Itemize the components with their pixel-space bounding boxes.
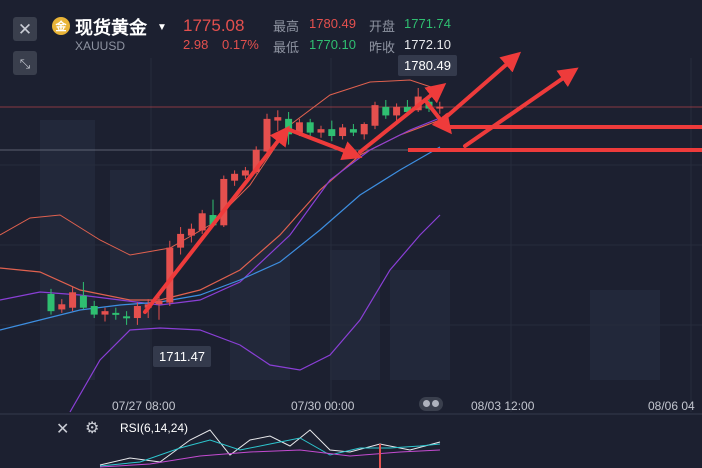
candle-body — [371, 105, 379, 126]
band-lines — [0, 79, 441, 413]
prev-close-value: 1772.10 — [404, 37, 451, 52]
high-label: 最高 — [273, 19, 300, 34]
candle-body — [166, 247, 174, 303]
gold-coin-icon: 金 — [52, 17, 70, 35]
up-trend-arrow — [358, 83, 447, 154]
pullback-arrow — [423, 98, 452, 135]
rsi-line-6 — [99, 429, 441, 466]
candle-body — [403, 106, 411, 113]
candle-body — [69, 292, 77, 308]
open-value: 1771.74 — [404, 16, 451, 31]
price-change: 2.98 — [183, 37, 209, 52]
collapse-arrows-icon[interactable]: ⤡ — [13, 51, 37, 75]
candle-body — [295, 122, 303, 133]
close-icon[interactable]: ✕ — [13, 17, 37, 41]
candle-body — [47, 293, 55, 312]
last-price: 1775.08 — [183, 16, 245, 35]
open-label: 开盘 — [369, 19, 396, 34]
candle-body — [339, 127, 347, 137]
background-city-art — [40, 120, 660, 380]
prev-close-label: 昨收 — [369, 40, 396, 55]
indicator-label[interactable]: RSI(6,14,24) — [120, 421, 189, 435]
candle-body — [274, 117, 282, 121]
ma-blue-line — [0, 146, 441, 331]
candle-body — [393, 106, 401, 116]
trend-annotations — [143, 51, 702, 314]
candle-body — [436, 106, 444, 109]
candle-body — [252, 149, 260, 173]
candle-body — [187, 228, 195, 236]
candle-body — [349, 129, 357, 133]
high-price-tag: 1780.49 — [398, 55, 457, 76]
candle-body — [58, 304, 66, 310]
ma-orange-line — [0, 119, 441, 301]
projection-arrow — [463, 67, 579, 148]
candle-body — [177, 233, 185, 248]
candle-body — [123, 316, 131, 319]
quote-header: ✕ ⤡ 金 现货黄金 ▼ XAUUSD 1775.08 2.98 0.17% 最… — [0, 0, 702, 75]
candle-body — [90, 306, 98, 315]
candle-body — [209, 215, 217, 226]
up-trend-arrow — [143, 125, 290, 314]
rsi-line-14 — [99, 437, 441, 467]
rsi-line-24 — [99, 449, 441, 468]
candle-body — [306, 122, 314, 133]
candle-body — [112, 312, 120, 315]
rsi-panel — [99, 429, 441, 468]
candle-body — [133, 306, 141, 319]
candle-body — [198, 213, 206, 231]
projection-arrow — [443, 51, 522, 120]
candle-body — [241, 170, 249, 176]
candle-body — [382, 106, 390, 116]
instrument-symbol: XAUUSD — [75, 39, 126, 53]
lower-band-line — [69, 214, 441, 413]
candle-body — [155, 300, 163, 305]
candle-body — [79, 295, 87, 308]
low-label: 最低 — [273, 40, 300, 55]
low-value: 1770.10 — [309, 37, 356, 52]
candle-body — [231, 173, 239, 181]
instrument-title[interactable]: 现货黄金 — [75, 18, 147, 38]
x-axis-label-4: 08/06 04 — [648, 399, 695, 413]
x-axis-label-1: 07/27 08:00 — [112, 399, 176, 413]
candle-body — [360, 124, 368, 135]
x-axis-label-2: 07/30 00:00 — [291, 399, 355, 413]
pullback-arrow — [288, 128, 363, 161]
candle-body — [317, 129, 325, 133]
candle-body — [220, 178, 228, 226]
candle-body — [101, 311, 109, 315]
gear-icon[interactable]: ⚙ — [85, 420, 100, 437]
chevron-down-icon[interactable]: ▼ — [157, 22, 167, 33]
low-price-tag: 1711.47 — [153, 346, 212, 367]
chart-gridlines — [0, 58, 702, 415]
candle-body — [263, 118, 271, 152]
x-axis-label-3: 08/03 12:00 — [471, 399, 535, 413]
candle-body — [328, 129, 336, 137]
pagination-dots[interactable] — [419, 397, 443, 411]
price-change-pct: 0.17% — [222, 37, 259, 52]
high-value: 1780.49 — [309, 16, 356, 31]
close-icon[interactable]: ✕ — [56, 421, 70, 438]
